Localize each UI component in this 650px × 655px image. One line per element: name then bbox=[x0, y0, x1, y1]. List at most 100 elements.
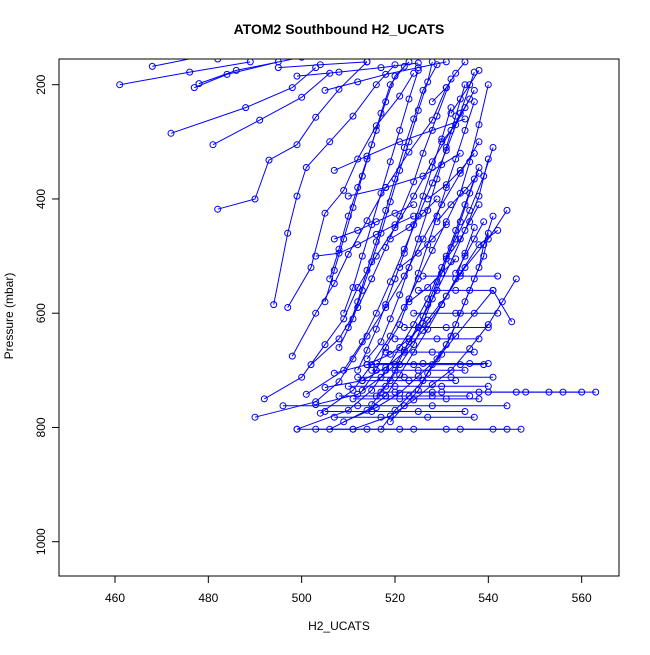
data-point bbox=[321, 86, 329, 94]
data-point bbox=[480, 252, 488, 260]
data-point bbox=[414, 235, 422, 243]
data-point bbox=[405, 95, 413, 103]
data-point bbox=[414, 386, 422, 394]
series-line-11 bbox=[254, 141, 480, 418]
data-point bbox=[190, 84, 198, 92]
data-point bbox=[452, 269, 460, 277]
y-axis: 200 400 600 800 1000 bbox=[34, 74, 60, 555]
data-point bbox=[461, 298, 469, 306]
data-point bbox=[293, 141, 301, 149]
data-point bbox=[354, 298, 362, 306]
x-tick-label: 540 bbox=[478, 591, 498, 605]
data-point bbox=[545, 388, 553, 396]
data-point bbox=[382, 184, 390, 191]
data-point bbox=[405, 377, 413, 385]
data-point bbox=[209, 141, 217, 149]
data-point bbox=[312, 309, 320, 317]
data-point bbox=[410, 192, 418, 200]
data-point bbox=[400, 346, 408, 354]
data-point bbox=[456, 235, 464, 243]
data-point bbox=[428, 98, 436, 106]
data-point bbox=[396, 166, 404, 174]
y-tick-label: 600 bbox=[34, 303, 48, 323]
series-layer bbox=[116, 59, 600, 433]
data-point bbox=[405, 264, 413, 271]
data-point bbox=[344, 250, 352, 258]
y-tick-label: 200 bbox=[34, 74, 48, 94]
data-point bbox=[400, 272, 408, 280]
data-point bbox=[386, 315, 394, 323]
data-point bbox=[512, 275, 520, 283]
data-point bbox=[321, 341, 329, 349]
data-point bbox=[396, 264, 404, 271]
data-point bbox=[475, 241, 483, 249]
data-point bbox=[391, 406, 399, 414]
data-point bbox=[386, 158, 394, 166]
data-point bbox=[391, 335, 399, 343]
series-line-66 bbox=[408, 258, 457, 303]
data-point bbox=[475, 192, 483, 200]
data-point bbox=[201, 59, 206, 60]
data-point bbox=[442, 144, 450, 151]
series-line-68 bbox=[455, 221, 485, 274]
data-point bbox=[442, 181, 450, 189]
data-point bbox=[116, 81, 124, 89]
data-point bbox=[508, 318, 516, 326]
data-point bbox=[330, 166, 338, 174]
data-point bbox=[428, 392, 436, 400]
data-point bbox=[447, 75, 455, 83]
data-point bbox=[335, 344, 343, 351]
data-point bbox=[447, 109, 455, 117]
data-point bbox=[517, 425, 525, 433]
data-point bbox=[298, 373, 306, 381]
x-axis: 460 480 500 520 540 560 bbox=[105, 575, 592, 605]
data-point bbox=[335, 392, 343, 400]
data-point bbox=[298, 59, 305, 61]
data-point bbox=[363, 59, 371, 66]
data-point bbox=[251, 195, 259, 203]
data-point bbox=[452, 255, 460, 263]
series-line-22 bbox=[338, 61, 433, 348]
data-point bbox=[391, 61, 399, 69]
data-point bbox=[410, 115, 418, 123]
y-axis-label: Pressure (mbar) bbox=[2, 273, 16, 360]
data-point bbox=[358, 377, 366, 385]
series-line-0 bbox=[152, 59, 218, 67]
data-point bbox=[391, 209, 399, 217]
data-point bbox=[470, 86, 478, 94]
data-point bbox=[246, 59, 254, 66]
x-tick-label: 500 bbox=[292, 591, 312, 605]
data-point bbox=[503, 402, 511, 410]
data-point bbox=[470, 413, 478, 421]
data-point bbox=[475, 395, 483, 403]
data-point bbox=[368, 258, 376, 266]
data-point bbox=[461, 126, 469, 134]
data-point bbox=[335, 245, 343, 253]
data-point bbox=[396, 138, 404, 146]
data-point bbox=[414, 286, 422, 294]
data-point bbox=[484, 81, 492, 89]
data-point bbox=[377, 109, 385, 117]
data-point bbox=[470, 175, 478, 183]
data-point bbox=[484, 382, 492, 390]
data-point bbox=[400, 249, 408, 257]
data-point bbox=[270, 301, 278, 309]
data-point bbox=[363, 217, 371, 225]
data-point bbox=[321, 384, 329, 391]
data-point bbox=[340, 418, 348, 426]
data-point bbox=[358, 172, 366, 180]
data-point bbox=[372, 230, 380, 238]
data-point bbox=[335, 249, 343, 257]
data-point bbox=[377, 388, 385, 396]
series-line-32 bbox=[366, 84, 466, 360]
data-point bbox=[396, 92, 404, 100]
data-point bbox=[391, 382, 399, 390]
data-point bbox=[470, 235, 478, 243]
data-point bbox=[442, 324, 450, 331]
data-point bbox=[232, 66, 240, 74]
x-tick-label: 560 bbox=[572, 591, 592, 605]
data-point bbox=[489, 373, 497, 381]
data-point bbox=[400, 144, 408, 151]
series-line-70 bbox=[441, 90, 475, 143]
